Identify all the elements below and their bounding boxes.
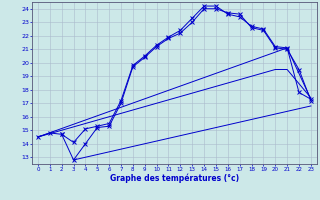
X-axis label: Graphe des températures (°c): Graphe des températures (°c): [110, 173, 239, 183]
